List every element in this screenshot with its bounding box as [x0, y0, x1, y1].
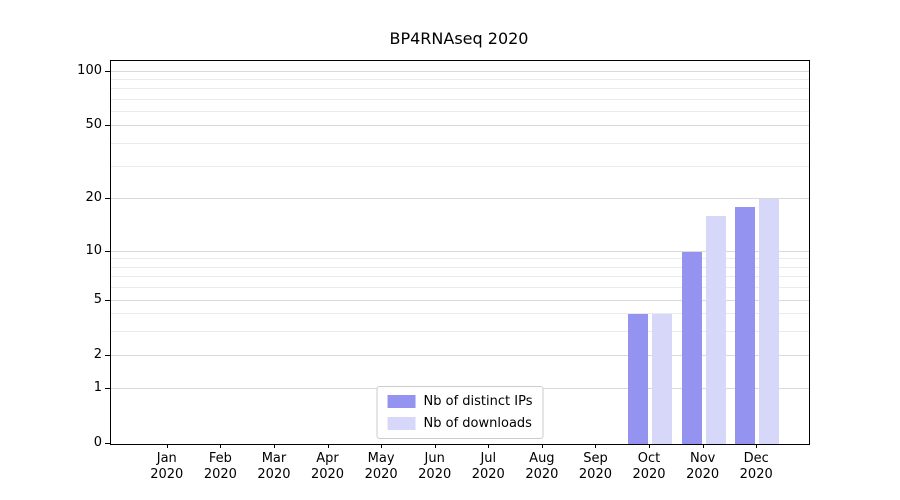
gridline [111, 258, 809, 260]
y-tick-mark [105, 300, 110, 302]
x-tick-mark [220, 444, 222, 448]
y-tick-mark [105, 443, 110, 444]
x-tick-mark [756, 444, 758, 448]
legend-label-distinct-ips: Nb of distinct IPs [423, 394, 533, 409]
x-tick-label: Aug 2020 [525, 451, 559, 482]
bar-dec-s1 [759, 199, 780, 444]
chart-title: BP4RNAseq 2020 [389, 29, 529, 48]
bar-dec-s0 [735, 207, 756, 444]
x-tick-mark [649, 444, 651, 448]
x-tick-label: Mar 2020 [257, 451, 291, 482]
gridline [111, 266, 809, 268]
x-tick-mark [434, 444, 436, 448]
gridline [111, 300, 809, 302]
y-tick-label: 0 [93, 435, 102, 450]
legend-item-downloads: Nb of downloads [387, 416, 533, 431]
bar-nov-s0 [681, 252, 702, 444]
gridline [111, 287, 809, 289]
x-tick-mark [327, 444, 329, 448]
gridline [111, 71, 809, 72]
y-tick-label: 50 [85, 116, 102, 132]
y-tick-mark [105, 251, 110, 252]
bar-nov-s1 [705, 216, 726, 444]
gridline [111, 313, 809, 315]
gridline [111, 142, 809, 144]
x-tick-label: Oct 2020 [632, 451, 666, 482]
x-tick-label: Apr 2020 [310, 451, 345, 482]
x-tick-mark [702, 444, 704, 448]
y-tick-label: 100 [77, 62, 102, 78]
y-tick-label: 10 [85, 243, 102, 258]
legend: Nb of distinct IPs Nb of downloads [376, 386, 544, 439]
x-tick-mark [595, 444, 597, 448]
gridline [111, 79, 809, 81]
x-tick-mark [166, 444, 168, 448]
x-tick-mark [381, 444, 383, 448]
y-tick-label: 1 [93, 380, 102, 395]
x-tick-mark [273, 444, 275, 448]
y-tick-mark [105, 70, 110, 72]
x-tick-label: Feb 2020 [203, 451, 237, 482]
x-tick-label: Jul 2020 [471, 451, 505, 482]
gridline [111, 355, 809, 356]
y-tick-label: 2 [93, 346, 102, 362]
gridline [111, 330, 809, 332]
bar-oct-s0 [628, 314, 649, 444]
legend-label-downloads: Nb of downloads [423, 416, 532, 431]
gridline [111, 251, 809, 253]
x-tick-label: Jun 2020 [418, 451, 452, 482]
gridline [111, 165, 809, 167]
x-tick-mark [541, 444, 543, 448]
x-tick-label: Dec 2020 [739, 451, 773, 482]
plot-area: Nb of distinct IPs Nb of downloads [110, 60, 810, 445]
gridline [111, 198, 809, 199]
gridline [111, 98, 809, 100]
y-tick-mark [105, 354, 110, 356]
x-tick-label: Sep 2020 [578, 451, 612, 482]
x-tick-mark [488, 444, 490, 448]
gridline [111, 276, 809, 278]
y-tick-mark [105, 197, 110, 199]
y-tick-mark [105, 124, 110, 126]
legend-swatch-downloads [387, 417, 416, 430]
x-tick-label: Nov 2020 [686, 451, 720, 482]
y-tick-label: 20 [85, 189, 102, 205]
bar-oct-s1 [652, 314, 673, 444]
legend-swatch-distinct-ips [387, 395, 416, 408]
gridline [111, 110, 809, 112]
x-tick-label: Jan 2020 [150, 451, 184, 482]
legend-item-distinct-ips: Nb of distinct IPs [387, 394, 533, 409]
y-tick-label: 5 [93, 292, 102, 308]
y-tick-mark [105, 388, 110, 389]
x-tick-label: May 2020 [364, 451, 398, 482]
gridline [111, 88, 809, 90]
gridline [111, 125, 809, 126]
